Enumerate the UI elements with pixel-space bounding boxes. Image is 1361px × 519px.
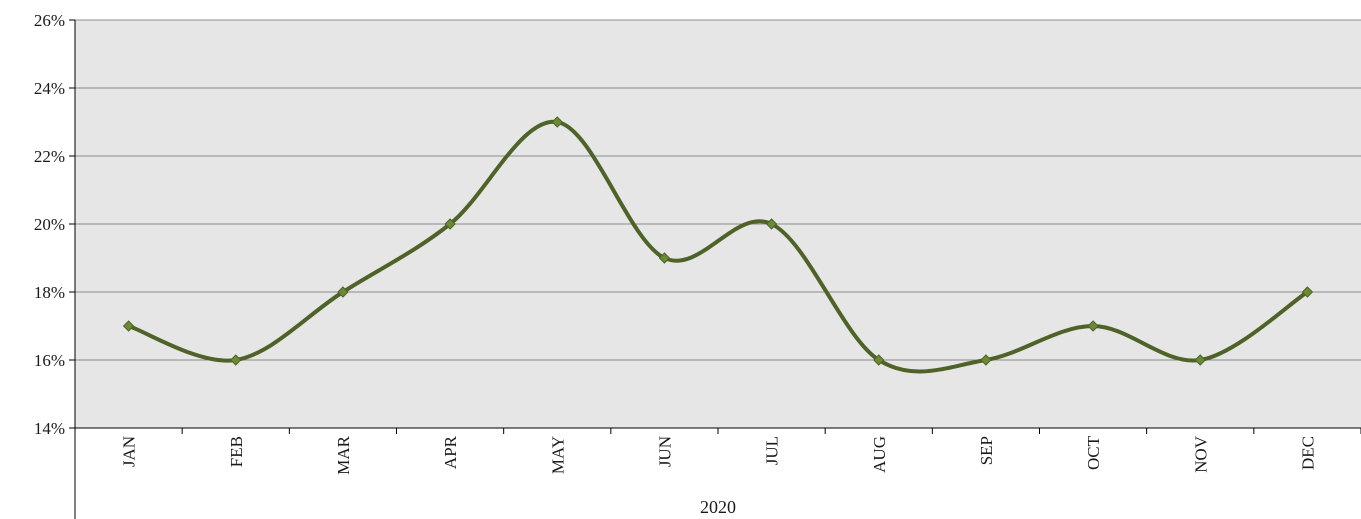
data-point: [873, 354, 885, 366]
x-tick-label: NOV: [1191, 435, 1210, 473]
y-tick-label: 22%: [34, 147, 65, 166]
data-markers: [122, 116, 1314, 366]
x-tick-label: APR: [441, 435, 460, 469]
data-point: [658, 252, 671, 264]
data-point: [122, 320, 135, 332]
data-point: [337, 286, 349, 298]
x-group-label: 2020: [700, 497, 736, 517]
data-point: [444, 218, 456, 230]
x-tick-label: DEC: [1298, 436, 1317, 470]
x-tick-label: SEP: [977, 436, 996, 465]
y-tick-label: 16%: [34, 351, 65, 370]
data-point: [230, 354, 242, 366]
data-point: [551, 116, 563, 128]
x-tick-label: AUG: [870, 436, 889, 473]
x-tick-label: JAN: [120, 436, 139, 467]
y-tick-label: 14%: [34, 419, 65, 438]
gridlines: [75, 19, 1361, 361]
data-point: [1301, 286, 1314, 298]
y-tick-label: 26%: [34, 11, 65, 30]
x-axis-ticks: JAN FEB MAR APR MAY JUN JUL AUG SEP OCT NOV DEC: [74, 428, 1361, 475]
y-axis-ticks: 14% 16% 18% 20% 22% 24% 26%: [34, 11, 75, 438]
data-point: [1194, 354, 1206, 366]
y-tick-label: 20%: [34, 215, 65, 234]
x-tick-label: MAR: [334, 435, 353, 474]
y-tick-label: 24%: [34, 79, 65, 98]
x-tick-label: MAY: [548, 436, 567, 474]
x-tick-label: JUL: [763, 436, 782, 465]
x-tick-label: JUN: [655, 436, 674, 467]
x-tick-label: FEB: [227, 436, 246, 467]
data-point: [765, 218, 778, 230]
data-point: [1087, 320, 1099, 332]
data-point: [980, 354, 992, 366]
y-tick-label: 18%: [34, 283, 65, 302]
x-tick-label: OCT: [1084, 435, 1103, 470]
